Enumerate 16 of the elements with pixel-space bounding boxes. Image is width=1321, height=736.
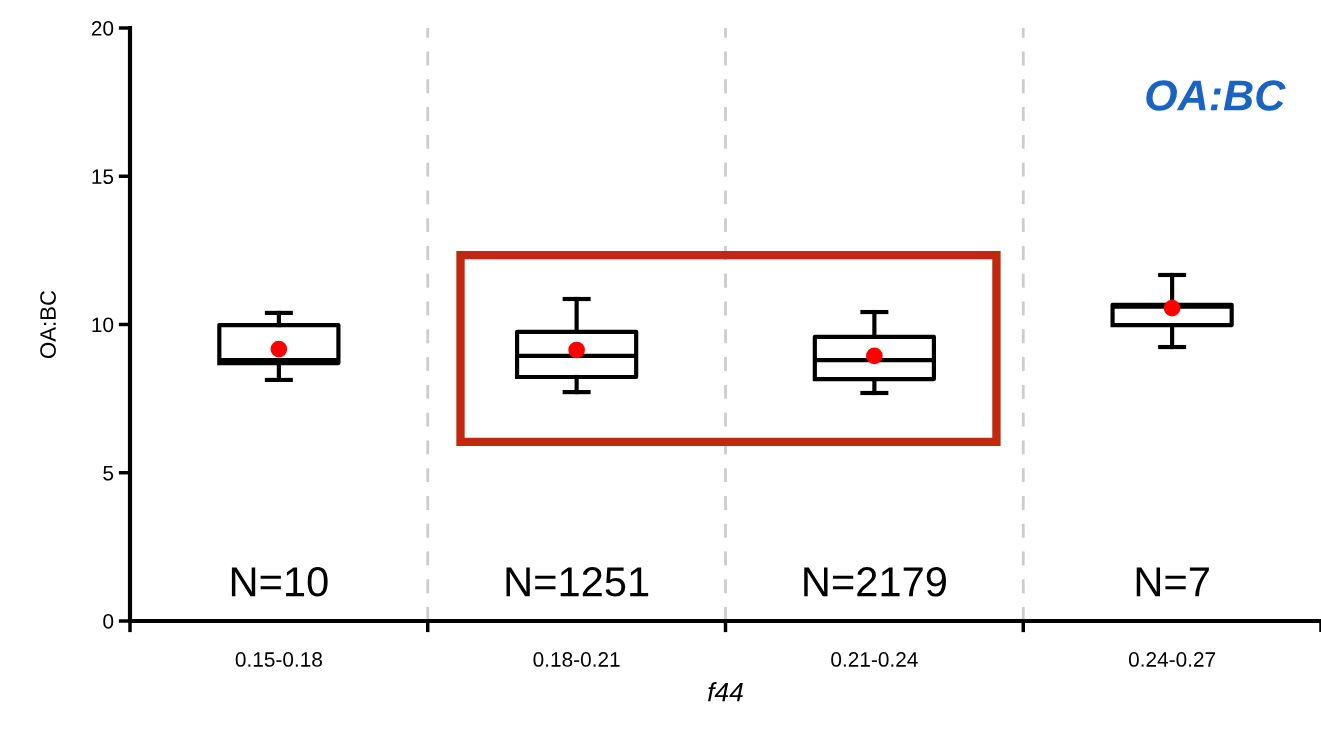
y-tick-label: 15 bbox=[92, 169, 114, 184]
x-tick-label: 0.15-0.18 bbox=[235, 652, 322, 667]
y-tick-label: 5 bbox=[103, 465, 114, 481]
x-axis-title: f44 bbox=[708, 682, 743, 702]
x-tick-label: 0.18-0.21 bbox=[533, 652, 620, 667]
annotation: OA:BC bbox=[1146, 80, 1286, 111]
annotation: N=7 bbox=[1136, 567, 1209, 597]
y-tick-label: 20 bbox=[91, 21, 114, 36]
x-tick-label: 0.21-0.24 bbox=[831, 652, 918, 667]
x-tick-label: 0.24-0.27 bbox=[1128, 652, 1216, 667]
annotation: N=10 bbox=[231, 567, 328, 597]
annotation: N=1251 bbox=[506, 567, 649, 597]
annotation: N=2179 bbox=[804, 567, 946, 597]
y-tick-label: 10 bbox=[92, 317, 114, 333]
y-axis-title: OA:BC bbox=[40, 290, 56, 359]
y-tick-label: 0 bbox=[103, 614, 114, 629]
